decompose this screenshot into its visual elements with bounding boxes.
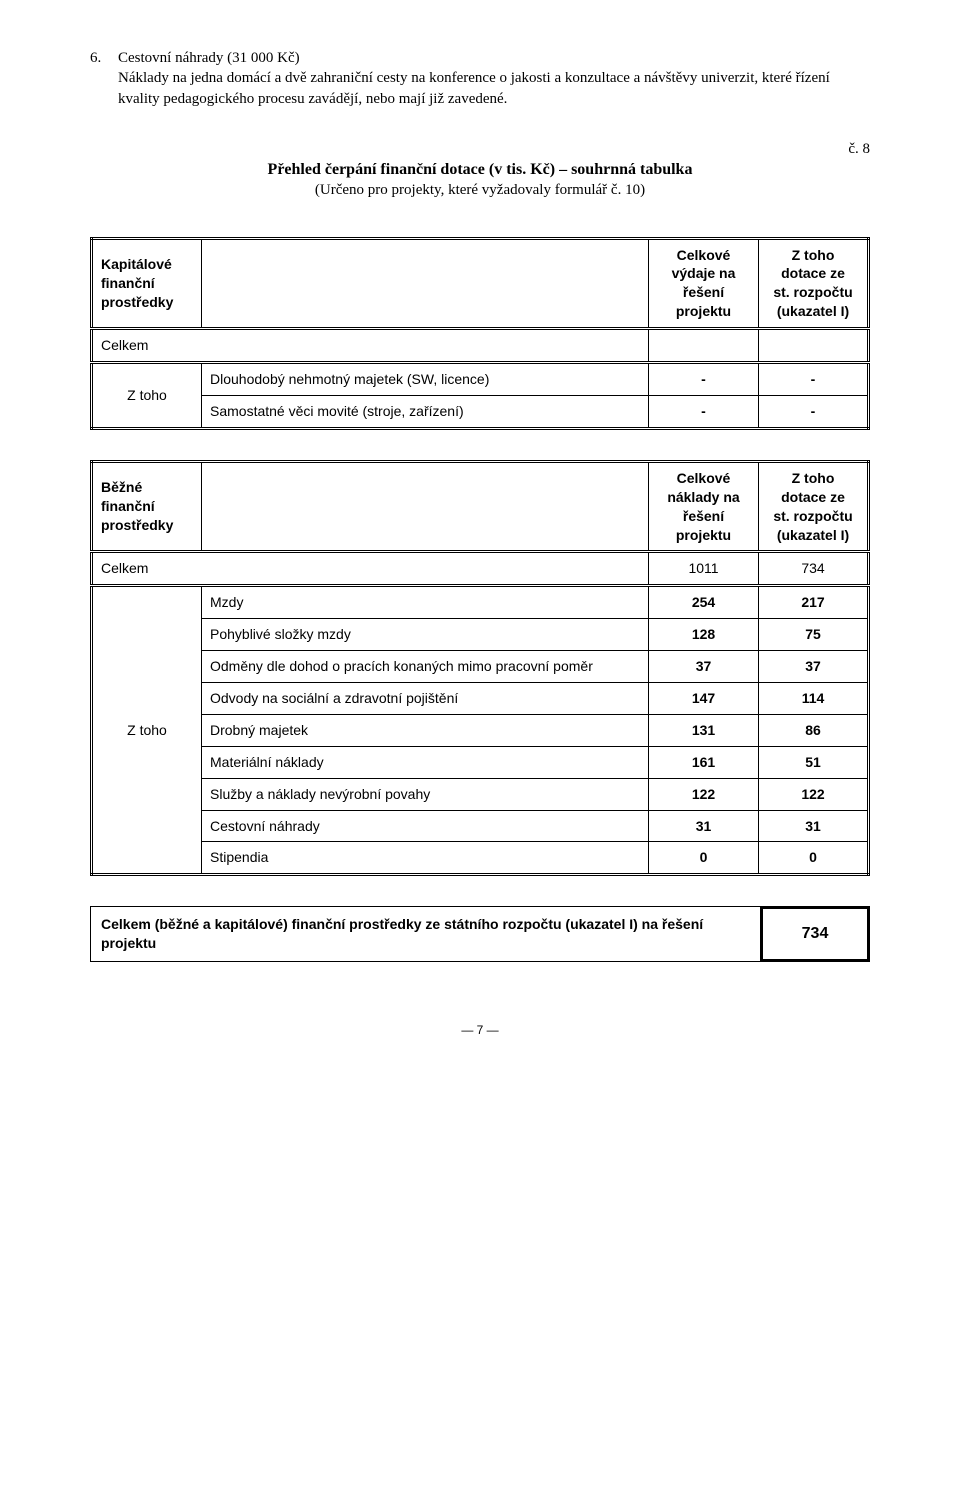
t1-row2-v2: - (759, 395, 869, 428)
t2-celkem-v2: 734 (759, 552, 869, 586)
t2-row7-v1: 122 (649, 778, 759, 810)
t1-header-col1: Celkové výdaje na řešení projektu (649, 238, 759, 329)
t2-header-corner: Běžné finanční prostředky (92, 461, 202, 552)
t2-row5-v1: 131 (649, 714, 759, 746)
t1-ztoho-label: Z toho (92, 363, 202, 429)
t2-row3-v2: 37 (759, 651, 869, 683)
t2-row8-v2: 31 (759, 810, 869, 842)
t2-row4-label: Odvody na sociální a zdravotní pojištění (202, 682, 649, 714)
t2-row8-label: Cestovní náhrady (202, 810, 649, 842)
t2-row3-label: Odměny dle dohod o pracích konaných mimo… (202, 651, 649, 683)
t2-row1-v2: 217 (759, 586, 869, 619)
t2-row2-label: Pohyblivé složky mzdy (202, 619, 649, 651)
heading-subtitle: (Určeno pro projekty, které vyžadovaly f… (90, 180, 870, 200)
t2-celkem-label: Celkem (92, 552, 649, 586)
t2-row7-label: Služby a náklady nevýrobní povahy (202, 778, 649, 810)
section-title: Cestovní náhrady (31 000 Kč) (118, 50, 300, 66)
t2-row6-v1: 161 (649, 746, 759, 778)
table-regular-funds: Běžné finanční prostředky Celkové náklad… (90, 460, 870, 876)
t2-header-blank (202, 461, 649, 552)
t1-header-col2: Z toho dotace ze st. rozpočtu (ukazatel … (759, 238, 869, 329)
t2-row9-v1: 0 (649, 842, 759, 875)
t2-row9-v2: 0 (759, 842, 869, 875)
t2-row5-label: Drobný majetek (202, 714, 649, 746)
heading-title: Přehled čerpání finanční dotace (v tis. … (90, 159, 870, 181)
t1-celkem-v1 (649, 329, 759, 363)
summary-row: Celkem (běžné a kapitálové) finanční pro… (90, 906, 870, 962)
t2-ztoho-label: Z toho (92, 586, 202, 875)
t1-row1-label: Dlouhodobý nehmotný majetek (SW, licence… (202, 363, 649, 396)
t1-header-corner: Kapitálové finanční prostředky (92, 238, 202, 329)
t2-row2-v1: 128 (649, 619, 759, 651)
heading-group: č. 8 Přehled čerpání finanční dotace (v … (90, 159, 870, 201)
page-footer: — 7 — (90, 1022, 870, 1038)
section-intro: 6. Cestovní náhrady (31 000 Kč) Náklady … (90, 48, 870, 109)
t2-row4-v1: 147 (649, 682, 759, 714)
t2-celkem-v1: 1011 (649, 552, 759, 586)
t1-header-blank (202, 238, 649, 329)
t2-row1-label: Mzdy (202, 586, 649, 619)
t2-row5-v2: 86 (759, 714, 869, 746)
page-number-right: č. 8 (848, 139, 870, 159)
section-text: Náklady na jedna domácí a dvě zahraniční… (118, 70, 830, 106)
t1-celkem-label: Celkem (92, 329, 649, 363)
t2-row9-label: Stipendia (202, 842, 649, 875)
t2-row7-v2: 122 (759, 778, 869, 810)
t2-header-col2: Z toho dotace ze st. rozpočtu (ukazatel … (759, 461, 869, 552)
t2-row4-v2: 114 (759, 682, 869, 714)
t1-row1-v1: - (649, 363, 759, 396)
t2-row1-v1: 254 (649, 586, 759, 619)
t2-row6-label: Materiální náklady (202, 746, 649, 778)
t2-row6-v2: 51 (759, 746, 869, 778)
t1-celkem-v2 (759, 329, 869, 363)
t2-row8-v1: 31 (649, 810, 759, 842)
t2-header-col1: Celkové náklady na řešení projektu (649, 461, 759, 552)
t2-row3-v1: 37 (649, 651, 759, 683)
table-capital-funds: Kapitálové finanční prostředky Celkové v… (90, 237, 870, 430)
t1-row1-v2: - (759, 363, 869, 396)
t2-row2-v2: 75 (759, 619, 869, 651)
summary-value: 734 (760, 906, 870, 962)
section-body: Cestovní náhrady (31 000 Kč) Náklady na … (118, 48, 870, 109)
summary-text: Celkem (běžné a kapitálové) finanční pro… (91, 907, 761, 961)
t1-row2-label: Samostatné věci movité (stroje, zařízení… (202, 395, 649, 428)
t1-row2-v1: - (649, 395, 759, 428)
section-number: 6. (90, 48, 118, 109)
